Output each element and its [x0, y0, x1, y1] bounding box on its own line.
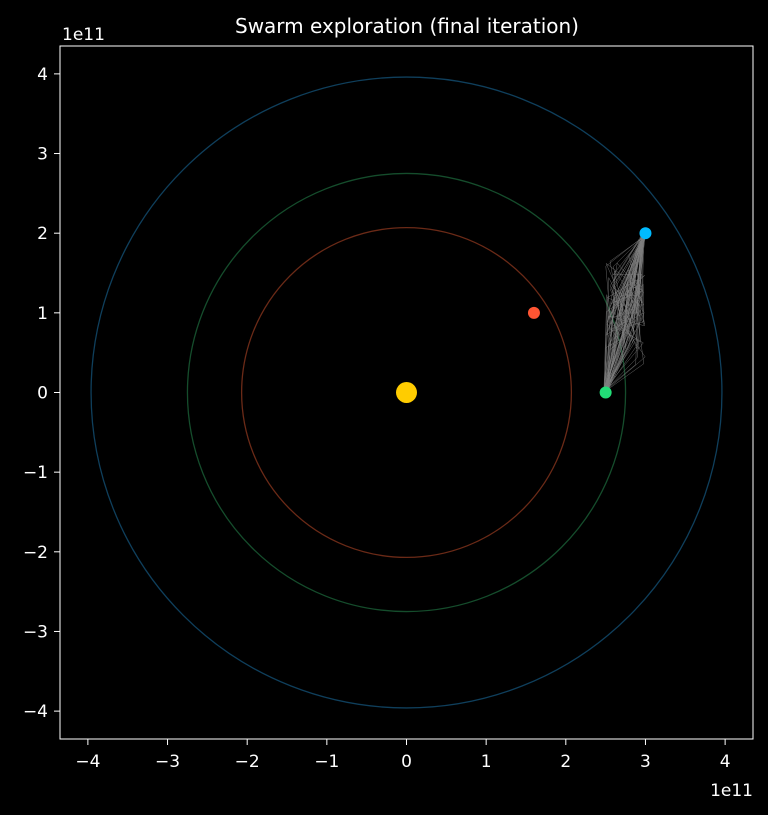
- swarm-path: [603, 233, 645, 390]
- y-tick-label: 4: [37, 65, 48, 85]
- body-point-3: [599, 386, 612, 399]
- swarm-path: [605, 234, 643, 392]
- y-axis: −4 −3 −2 −1 0 1 2 3 4: [23, 65, 60, 722]
- swarm-path: [605, 235, 644, 391]
- swarm-path: [603, 233, 645, 392]
- x-tick-label: −2: [235, 752, 260, 772]
- y-tick-label: −1: [23, 463, 48, 483]
- y-offset-label: 1e11: [62, 25, 105, 45]
- swarm-path: [604, 236, 644, 389]
- x-offset-label: 1e11: [710, 781, 753, 801]
- swarm-path: [604, 236, 643, 391]
- x-tick-label: −4: [75, 752, 100, 772]
- swarm-path: [604, 233, 643, 391]
- swarm-path: [603, 233, 644, 392]
- x-tick-label: 4: [720, 752, 731, 772]
- y-tick-label: −2: [23, 543, 48, 563]
- swarm-path: [604, 236, 644, 392]
- x-axis: −4 −3 −2 −1 0 1 2 3 4: [75, 739, 731, 772]
- swarm-path: [607, 235, 644, 393]
- plot-area: [90, 76, 723, 709]
- y-tick-label: 2: [37, 224, 48, 244]
- x-tick-label: 3: [640, 752, 651, 772]
- y-tick-label: 0: [37, 384, 48, 404]
- swarm-path: [605, 235, 645, 391]
- orbit-circle-3: [90, 76, 723, 709]
- body-point-2: [527, 306, 540, 319]
- body-point-4: [639, 227, 652, 240]
- swarm-path: [604, 233, 643, 391]
- x-tick-label: −3: [155, 752, 180, 772]
- orbit-circle-2: [186, 172, 627, 613]
- chart-title: Swarm exploration (final iteration): [235, 14, 579, 38]
- x-tick-label: −1: [314, 752, 339, 772]
- x-tick-label: 2: [560, 752, 571, 772]
- x-tick-label: 1: [481, 752, 492, 772]
- body-point-1: [396, 382, 417, 403]
- x-tick-label: 0: [401, 752, 412, 772]
- swarm-path: [607, 233, 643, 393]
- y-tick-label: 3: [37, 145, 48, 165]
- y-tick-label: −3: [23, 622, 48, 642]
- swarm-path: [604, 236, 646, 391]
- swarm-trajectories: [603, 233, 646, 393]
- orbit-circle-1: [240, 226, 573, 559]
- y-tick-label: 1: [37, 304, 48, 324]
- y-tick-label: −4: [23, 702, 48, 722]
- swarm-path: [603, 236, 645, 391]
- swarm-path: [604, 236, 646, 392]
- swarm-path: [605, 235, 645, 393]
